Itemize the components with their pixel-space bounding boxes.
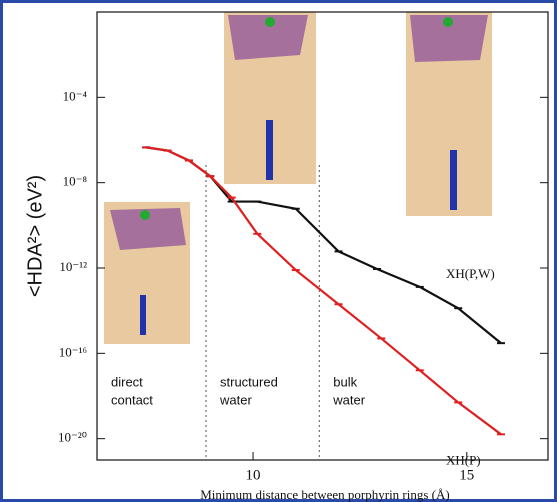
inset <box>110 208 186 250</box>
y-tick-label: 10⁻²⁰ <box>58 430 87 445</box>
inset <box>450 150 457 210</box>
region-label: direct <box>111 374 143 389</box>
x-tick-label: 10 <box>246 467 261 483</box>
x-tick-label: 15 <box>459 467 474 483</box>
inset-images <box>104 12 492 344</box>
region-label: water <box>332 392 365 407</box>
inset <box>140 210 150 220</box>
region-label: contact <box>111 392 153 407</box>
y-axis-label: <HDA²> (eV²) <box>24 175 46 297</box>
region-label: water <box>219 392 252 407</box>
y-tick-label: 10⁻⁸ <box>63 174 88 189</box>
inset <box>266 120 273 180</box>
inset <box>228 15 308 60</box>
y-tick-label: 10⁻¹⁶ <box>59 344 87 359</box>
region-label: bulk <box>333 374 357 389</box>
series-label: XH(P,W) <box>446 266 495 281</box>
plot-frame <box>96 11 549 461</box>
inset <box>410 15 488 62</box>
series-line <box>146 146 502 436</box>
region-label: structured <box>220 374 278 389</box>
y-tick-label: 10⁻⁴ <box>63 88 88 103</box>
inset <box>265 17 275 27</box>
inset <box>140 295 146 335</box>
y-tick-label: 10⁻¹² <box>59 259 87 274</box>
series-label: XH(P) <box>446 452 481 467</box>
x-axis-label: Minimum distance between porphyrin rings… <box>200 487 449 502</box>
inset <box>443 17 453 27</box>
